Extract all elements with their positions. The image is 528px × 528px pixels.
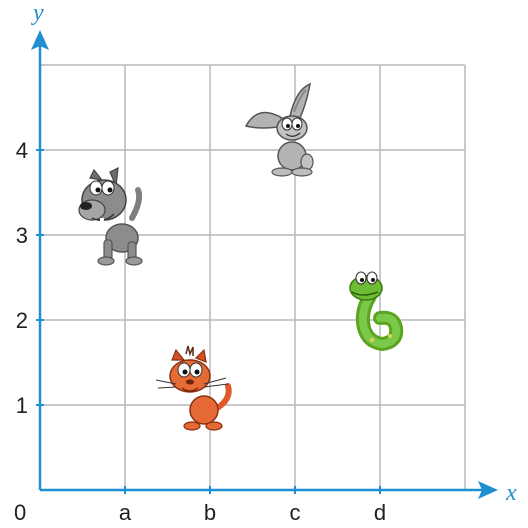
y-tick-labels: 1 2 3 4 <box>16 138 28 418</box>
y-tick-label: 1 <box>16 393 28 418</box>
y-axis-arrow-icon <box>31 30 49 50</box>
x-tick-label: a <box>119 500 132 525</box>
x-tick-labels: a b c d <box>119 500 386 525</box>
x-tick-label: d <box>374 500 386 525</box>
snake-icon <box>349 271 404 352</box>
origin-label: 0 <box>14 500 26 525</box>
y-tick-label: 4 <box>16 138 28 163</box>
x-tick-label: c <box>290 500 301 525</box>
y-tick-label: 2 <box>16 308 28 333</box>
x-tick-label: b <box>204 500 216 525</box>
y-tick-label: 3 <box>16 223 28 248</box>
dog-icon <box>78 166 143 266</box>
grid-lines <box>40 64 466 490</box>
x-axis-name: x <box>505 480 517 506</box>
axes <box>31 30 498 499</box>
cat-icon <box>155 345 232 431</box>
rabbit-icon <box>244 82 314 177</box>
x-axis-arrow-icon <box>478 481 498 499</box>
y-axis-name: y <box>31 0 44 26</box>
